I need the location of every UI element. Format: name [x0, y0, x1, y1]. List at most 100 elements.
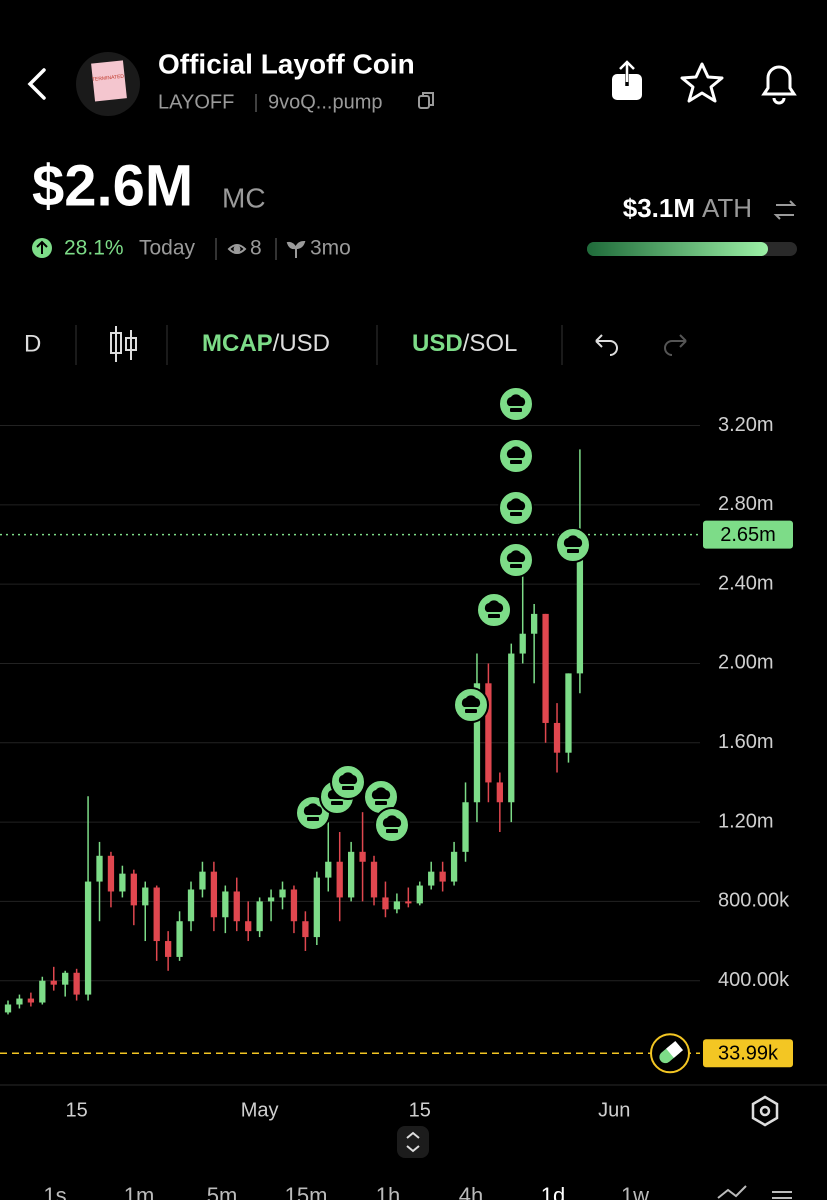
- candle-body: [176, 921, 183, 957]
- candle-body: [267, 897, 275, 902]
- redo-icon[interactable]: [664, 334, 687, 356]
- candle-type-icon[interactable]: [110, 326, 137, 362]
- candle-body: [153, 887, 160, 942]
- y-tick-label: 3.20m: [718, 414, 774, 436]
- candle-body: [62, 972, 69, 985]
- timeframe-option[interactable]: 1d: [541, 1183, 565, 1200]
- candle-body: [359, 851, 366, 862]
- y-tick-label: 1.20m: [718, 810, 774, 832]
- dev-marker[interactable]: [498, 386, 534, 422]
- y-tick-label: 1.60m: [718, 731, 774, 753]
- age: 3mo: [310, 237, 351, 260]
- candle-body: [39, 980, 46, 1003]
- candle-body: [27, 998, 35, 1003]
- mcap-toggle[interactable]: MCAP/USD: [202, 330, 330, 357]
- candle-body: [4, 1004, 12, 1013]
- dev-marker[interactable]: [555, 527, 591, 563]
- candle-body: [450, 851, 458, 882]
- y-tick-label: 2.40m: [718, 572, 774, 594]
- dev-marker[interactable]: [330, 764, 366, 800]
- logo-text: TERMINATED: [92, 74, 125, 83]
- undo-icon[interactable]: [595, 334, 618, 356]
- candle-body: [473, 683, 481, 803]
- dev-marker[interactable]: [498, 542, 534, 578]
- token-title: Official Layoff Coin: [158, 48, 415, 79]
- share-icon[interactable]: [612, 59, 642, 100]
- y-tick-label: 400.00k: [718, 969, 790, 991]
- interval[interactable]: D: [24, 330, 41, 357]
- candle-body: [370, 861, 378, 898]
- timeframe-option[interactable]: 15m: [285, 1183, 328, 1200]
- candle-body: [336, 861, 343, 898]
- price-line-label: 2.65m: [720, 524, 776, 546]
- candle-body: [279, 889, 286, 898]
- y-tick-label: 2.00m: [718, 652, 774, 674]
- x-tick-label: 15: [409, 1099, 431, 1121]
- dev-marker[interactable]: [374, 807, 410, 843]
- dev-marker[interactable]: [498, 438, 534, 474]
- x-tick-label: 15: [66, 1099, 88, 1121]
- ath-value: $3.1M: [623, 193, 695, 223]
- candle-body: [428, 871, 435, 886]
- candle-body: [96, 855, 103, 882]
- candle-body: [130, 873, 137, 906]
- candle-body: [233, 891, 240, 922]
- dev-marker[interactable]: [453, 687, 489, 723]
- timeframe-option[interactable]: 1s: [43, 1183, 66, 1200]
- candle-body: [347, 851, 355, 898]
- ath-label: ATH: [702, 193, 752, 223]
- ticker: LAYOFF: [158, 91, 234, 113]
- sprout-icon: [286, 240, 306, 258]
- candle-body: [50, 980, 57, 985]
- candle-body: [519, 633, 526, 654]
- candle-body: [485, 683, 492, 783]
- candle-body: [302, 921, 309, 938]
- currency-toggle[interactable]: USD/SOL: [412, 330, 517, 357]
- candle-body: [382, 897, 389, 910]
- candle-body: [142, 887, 149, 906]
- candle-body: [107, 855, 115, 892]
- candle-body: [16, 998, 23, 1005]
- candle-body: [119, 873, 126, 892]
- dev-marker[interactable]: [476, 592, 512, 628]
- market-cap-label: MC: [222, 182, 266, 213]
- candle-body: [313, 877, 320, 938]
- settings-icon[interactable]: [751, 1095, 779, 1127]
- dev-marker[interactable]: [498, 490, 534, 526]
- expand-handle[interactable]: [397, 1126, 429, 1158]
- candle-body: [187, 889, 195, 922]
- price-line-tag: [703, 520, 793, 549]
- timeframe-option[interactable]: 1h: [376, 1183, 400, 1200]
- watchers: 8: [250, 237, 262, 260]
- timeframe-option[interactable]: 1m: [124, 1183, 155, 1200]
- timeframe-option[interactable]: 1w: [621, 1183, 649, 1200]
- address[interactable]: 9voQ...pump: [268, 91, 383, 113]
- candle-body: [416, 885, 423, 904]
- candle-body: [439, 871, 446, 882]
- chart: 400.00k 800.00k 1.20m 1.60m 2.00m 2.40m 2.80m 3…: [0, 414, 793, 1121]
- plot-area: [4, 449, 584, 1015]
- copy-icon[interactable]: [418, 92, 434, 109]
- drawing-tools[interactable]: [717, 1185, 792, 1199]
- timeframe-option[interactable]: 4h: [459, 1183, 483, 1200]
- base-line-label: 33.99k: [718, 1043, 779, 1065]
- timeframe-option[interactable]: 5m: [207, 1183, 238, 1200]
- star-icon[interactable]: [680, 62, 724, 103]
- swap-icon[interactable]: [773, 200, 797, 220]
- candle-body: [245, 921, 252, 932]
- candle-body: [496, 782, 503, 803]
- candle-body: [542, 613, 549, 723]
- x-tick-label: May: [241, 1099, 279, 1121]
- pill-icon-half: [666, 1040, 684, 1058]
- candle-body: [256, 901, 263, 932]
- up-arrow: [36, 240, 48, 254]
- timeframe-bar: 1s 1m 5m 15m 1h 4h 1d 1w: [43, 1183, 649, 1200]
- candle-body: [393, 901, 401, 910]
- candle-body: [405, 901, 412, 904]
- bell-icon[interactable]: [761, 65, 797, 105]
- back-button[interactable]: [27, 68, 46, 100]
- candle-body: [73, 972, 80, 995]
- y-tick-label: 2.80m: [718, 493, 774, 515]
- candle-body: [210, 871, 218, 918]
